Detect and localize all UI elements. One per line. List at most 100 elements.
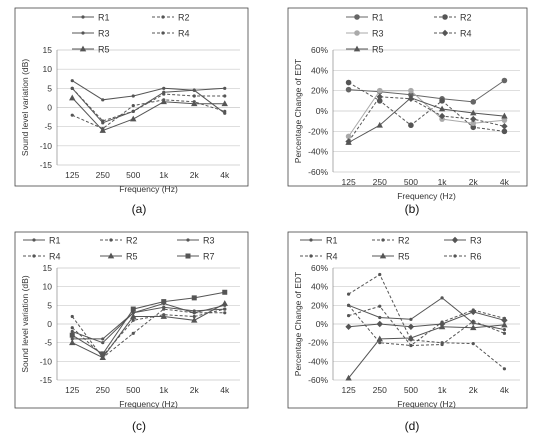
data-point — [70, 113, 74, 117]
data-point — [470, 115, 477, 123]
data-point — [502, 367, 507, 371]
data-point — [376, 87, 383, 94]
y-tick-label: -15 — [40, 375, 53, 385]
data-point — [409, 317, 413, 321]
x-tick-label: 1k — [438, 177, 448, 187]
data-point — [378, 304, 382, 308]
data-point — [70, 329, 74, 334]
legend-marker — [309, 254, 313, 258]
data-point — [407, 94, 415, 101]
data-point — [100, 351, 106, 357]
chart-panel-2: -60% -40% -20% 0% 20% 40% 60% 125 250 500 1k 2k 4k Fr… — [287, 7, 528, 201]
data-point — [70, 79, 74, 83]
legend-item: R4 — [434, 29, 472, 39]
y-tick-label: 60% — [311, 45, 328, 55]
legend-marker — [354, 30, 360, 36]
y-axis-title: Percentage Change of EDT — [293, 272, 303, 376]
data-point — [501, 317, 508, 324]
y-tick-label: -40% — [308, 147, 328, 157]
data-point — [222, 289, 228, 295]
legend-label: R2 — [178, 13, 190, 23]
data-point — [438, 112, 446, 120]
legend-marker — [79, 45, 87, 52]
data-point — [101, 119, 105, 123]
legend-marker — [32, 238, 36, 242]
legend-item: R2 — [434, 13, 472, 23]
y-tick-label: 10 — [43, 64, 53, 74]
data-point — [345, 86, 352, 93]
series-r1 — [70, 79, 227, 102]
chart-frame — [287, 231, 528, 409]
legend-marker — [442, 14, 448, 20]
y-axis-title: Sound level variation (dB) — [20, 275, 30, 373]
y-axis-title: Sound level variation (dB) — [20, 59, 30, 157]
y-tick-label: -15 — [40, 160, 53, 170]
data-point — [101, 337, 105, 341]
legend-marker — [354, 14, 360, 20]
data-point — [378, 315, 382, 320]
y-tick-label: -5 — [44, 338, 52, 348]
legend-item: R2 — [152, 13, 190, 23]
data-point — [502, 331, 507, 335]
x-tick-label: 125 — [65, 385, 79, 395]
legend-item: R1 — [346, 13, 384, 23]
series-line — [71, 87, 226, 124]
legend-label: R1 — [98, 13, 110, 23]
data-point — [438, 323, 446, 330]
data-point — [501, 128, 508, 135]
data-point — [501, 321, 508, 328]
y-tick-label: 60% — [311, 263, 328, 273]
data-point — [131, 331, 135, 335]
x-tick-label: 250 — [96, 385, 110, 395]
x-tick-label: 4k — [500, 385, 510, 395]
series-line — [348, 96, 505, 142]
legend-item: R4 — [300, 252, 338, 262]
series-r4 — [70, 86, 227, 123]
legend-marker — [32, 254, 36, 258]
legend-marker — [81, 31, 85, 35]
y-tick-label: -40% — [308, 356, 328, 366]
x-axis-title: Frequency (Hz) — [119, 399, 178, 409]
data-point — [346, 292, 351, 296]
data-point — [223, 311, 227, 315]
data-point — [70, 86, 74, 90]
series-r5 — [69, 94, 228, 133]
data-point — [345, 323, 352, 330]
y-tick-label: 20% — [311, 300, 328, 310]
data-point — [131, 311, 135, 315]
x-tick-label: 2k — [190, 385, 200, 395]
y-tick-label: 0% — [316, 319, 329, 329]
series-line — [348, 80, 505, 103]
data-point — [221, 100, 228, 107]
x-tick-label: 125 — [341, 177, 355, 187]
legend-label: R2 — [126, 236, 138, 246]
data-point — [69, 94, 76, 101]
data-point — [470, 99, 477, 105]
data-point — [440, 342, 444, 347]
data-point — [70, 337, 74, 341]
data-point — [407, 323, 415, 330]
x-tick-label: 500 — [126, 385, 140, 395]
legend-label: R3 — [372, 29, 384, 39]
data-point — [376, 93, 383, 100]
series-line — [72, 80, 225, 101]
data-point — [470, 120, 477, 126]
x-tick-label: 2k — [469, 177, 479, 187]
series-line — [348, 305, 505, 347]
series-r7 — [69, 289, 228, 357]
data-point — [192, 309, 196, 313]
series-line — [348, 273, 505, 370]
legend-label: R3 — [470, 236, 482, 246]
data-point — [346, 303, 351, 307]
data-point — [223, 111, 227, 115]
series-r5 — [345, 321, 508, 381]
y-tick-label: -60% — [308, 167, 328, 177]
x-axis-title: Frequency (Hz) — [119, 184, 178, 194]
x-tick-label: 250 — [96, 170, 110, 180]
y-tick-label: -60% — [308, 375, 328, 385]
legend-marker — [107, 252, 115, 259]
legend-marker — [379, 252, 387, 259]
legend-label: R5 — [98, 45, 110, 55]
data-point — [345, 374, 352, 381]
series-line — [72, 291, 225, 355]
